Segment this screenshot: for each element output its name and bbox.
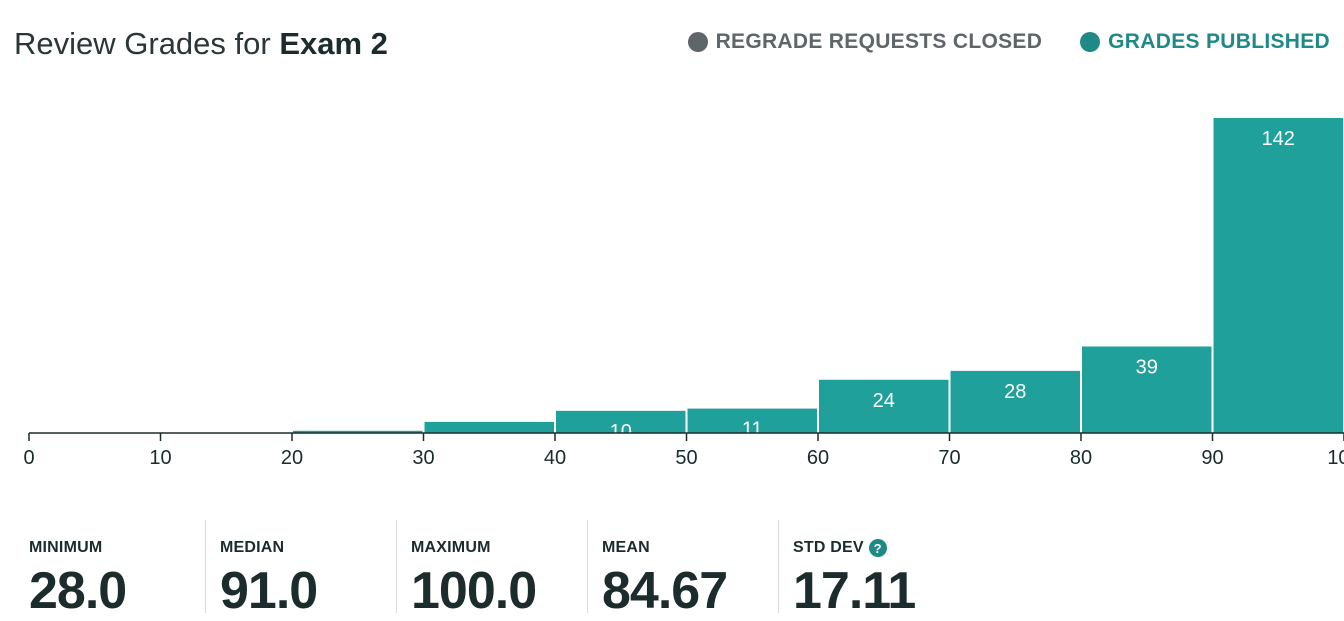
histogram-svg: 5 10 11 24 28 39 142 0 10 20 30 40 50 60 70 80 90 100 bbox=[23, 118, 1344, 469]
x-tick-label-90: 90 bbox=[1201, 447, 1223, 469]
bar-count-label-50-60: 11 bbox=[742, 419, 763, 441]
stat-minimum-label: MINIMUM bbox=[29, 539, 103, 556]
stat-mean-value: 84.67 bbox=[602, 562, 728, 620]
x-tick-label-0: 0 bbox=[23, 447, 34, 469]
x-axis-ticks: 0 10 20 30 40 50 60 70 80 90 100 bbox=[23, 433, 1344, 469]
regrade-status-dot-icon bbox=[687, 32, 708, 52]
x-tick-label-10: 10 bbox=[149, 447, 171, 469]
stat-mean: MEAN 84.67 bbox=[587, 520, 778, 620]
histogram-bar-80-90[interactable] bbox=[1082, 346, 1212, 433]
stat-maximum-label: MAXIMUM bbox=[411, 539, 491, 556]
x-tick-label-100: 100 bbox=[1327, 447, 1344, 469]
histogram-bar-40-50[interactable] bbox=[556, 410, 686, 433]
x-tick-label-60: 60 bbox=[807, 447, 829, 469]
histogram-bars: 5 10 11 24 28 39 142 bbox=[293, 118, 1343, 454]
bar-count-label-70-80: 28 bbox=[1004, 381, 1026, 403]
question-circle-icon[interactable]: ? bbox=[868, 539, 887, 557]
histogram-bar-30-40[interactable] bbox=[424, 421, 555, 433]
regrade-status-label: REGRADE REQUESTS CLOSED bbox=[715, 30, 1043, 53]
stat-median-label: MEDIAN bbox=[220, 539, 285, 556]
statistics-row: MINIMUM 28.0 MEDIAN 91.0 MAXIMUM 100.0 M… bbox=[0, 520, 1344, 620]
bar-count-label-30-40: 5 bbox=[484, 432, 495, 454]
stat-std-dev-label-row: STD DEV ? bbox=[793, 539, 969, 557]
stat-median: MEDIAN 91.0 bbox=[205, 520, 396, 620]
page-header: Review Grades for Exam 2 REGRADE REQUEST… bbox=[0, 0, 1344, 90]
histogram-bar-20-30[interactable] bbox=[293, 430, 423, 433]
stat-mean-label: MEAN bbox=[602, 539, 650, 556]
published-status-label: GRADES PUBLISHED bbox=[1108, 30, 1330, 53]
stat-minimum-value: 28.0 bbox=[29, 562, 127, 620]
stat-maximum: MAXIMUM 100.0 bbox=[396, 520, 587, 620]
status-indicators: REGRADE REQUESTS CLOSED GRADES PUBLISHED bbox=[687, 30, 1330, 54]
histogram-bar-50-60[interactable] bbox=[687, 408, 818, 433]
x-tick-label-40: 40 bbox=[544, 447, 566, 469]
x-tick-label-70: 70 bbox=[938, 447, 960, 469]
x-tick-label-20: 20 bbox=[281, 447, 303, 469]
x-tick-label-50: 50 bbox=[675, 447, 697, 469]
page-title: Review Grades for Exam 2 bbox=[14, 26, 388, 62]
histogram-bar-60-70[interactable] bbox=[819, 379, 949, 433]
stat-minimum: MINIMUM 28.0 bbox=[0, 520, 205, 620]
x-tick-label-80: 80 bbox=[1070, 447, 1092, 469]
bar-count-label-80-90: 39 bbox=[1136, 356, 1158, 378]
exam-name: Exam 2 bbox=[279, 26, 388, 61]
page-title-prefix: Review Grades for bbox=[14, 26, 271, 61]
stat-std-dev-label: STD DEV bbox=[793, 539, 864, 556]
status-regrade-requests: REGRADE REQUESTS CLOSED bbox=[687, 30, 1043, 54]
stat-median-value: 91.0 bbox=[220, 562, 318, 620]
histogram-bar-70-80[interactable] bbox=[950, 370, 1081, 433]
stat-maximum-value: 100.0 bbox=[411, 562, 537, 620]
x-tick-label-30: 30 bbox=[412, 447, 434, 469]
status-grades-published: GRADES PUBLISHED bbox=[1080, 30, 1330, 54]
bar-count-label-90-100: 142 bbox=[1262, 128, 1295, 150]
histogram-bar-90-100[interactable] bbox=[1213, 118, 1344, 433]
published-status-dot-icon bbox=[1080, 32, 1101, 52]
stat-std-dev: STD DEV ? 17.11 bbox=[778, 520, 969, 620]
stat-std-dev-value: 17.11 bbox=[793, 562, 916, 620]
bar-count-label-40-50: 10 bbox=[610, 421, 632, 443]
grade-histogram: 5 10 11 24 28 39 142 0 10 20 30 40 50 60 70 80 90 100 bbox=[0, 90, 1344, 490]
bar-count-label-60-70: 24 bbox=[873, 390, 895, 412]
